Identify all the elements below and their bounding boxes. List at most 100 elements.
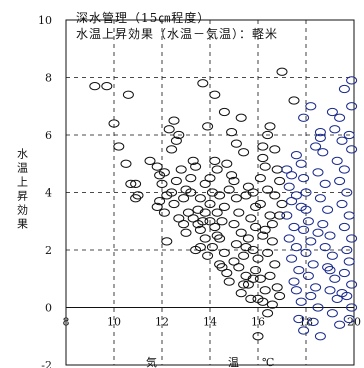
data-point-blue-12 xyxy=(293,314,305,324)
data-point-black-104 xyxy=(274,291,286,301)
data-point-blue-1 xyxy=(283,182,295,191)
y-tick-label-0: -2 xyxy=(41,359,52,368)
data-point-black-78 xyxy=(242,182,254,191)
data-point-black-25 xyxy=(178,194,190,203)
data-point-black-42 xyxy=(192,220,204,229)
data-point-blue-46 xyxy=(334,320,346,329)
data-point-black-28 xyxy=(178,220,190,229)
data-point-blue-50 xyxy=(331,156,343,165)
data-point-black-41 xyxy=(202,251,214,260)
data-point-black-45 xyxy=(204,174,216,183)
data-point-blue-44 xyxy=(331,294,343,303)
data-point-blue-29 xyxy=(314,332,326,341)
data-point-black-35 xyxy=(194,194,206,203)
data-point-black-131 xyxy=(228,257,240,266)
y-axis-label: 水温上昇効果 xyxy=(16,148,29,232)
data-point-black-94 xyxy=(257,153,269,163)
data-point-blue-69 xyxy=(346,76,358,85)
data-point-black-62 xyxy=(223,185,235,194)
data-point-blue-36 xyxy=(322,205,334,214)
data-point-blue-24 xyxy=(302,271,314,280)
data-point-black-64 xyxy=(221,159,233,168)
data-point-blue-34 xyxy=(319,179,331,188)
data-point-black-105 xyxy=(266,300,278,309)
data-point-black-136 xyxy=(211,231,223,240)
data-point-blue-66 xyxy=(343,130,355,140)
grid-lines xyxy=(66,20,354,365)
data-point-blue-16 xyxy=(298,174,310,183)
y-tick-label-1: 0 xyxy=(45,302,52,315)
data-point-blue-21 xyxy=(305,237,317,246)
x-tick-label-0: 8 xyxy=(63,316,70,329)
data-point-black-11 xyxy=(151,162,163,171)
data-point-blue-64 xyxy=(343,314,355,324)
data-point-blue-79 xyxy=(336,289,348,298)
data-point-blue-14 xyxy=(290,151,302,160)
data-point-black-110 xyxy=(271,165,283,174)
data-point-black-70 xyxy=(230,240,242,249)
data-point-black-19 xyxy=(163,125,175,134)
data-point-blue-0 xyxy=(281,165,293,174)
data-point-black-60 xyxy=(204,217,216,226)
data-point-black-4 xyxy=(113,142,125,151)
data-point-blue-68 xyxy=(338,84,350,94)
data-point-blue-67 xyxy=(346,102,358,111)
data-point-black-63 xyxy=(226,171,238,180)
data-point-blue-7 xyxy=(286,254,298,263)
data-point-black-120 xyxy=(197,79,209,88)
data-point-blue-63 xyxy=(346,303,358,312)
data-point-black-127 xyxy=(161,191,173,200)
data-point-black-15 xyxy=(158,208,170,217)
data-point-black-71 xyxy=(238,251,250,260)
data-point-black-76 xyxy=(245,294,257,303)
data-point-black-133 xyxy=(252,294,264,303)
data-point-black-9 xyxy=(130,194,142,203)
data-point-black-18 xyxy=(170,136,182,145)
data-point-black-16 xyxy=(161,237,173,246)
x-axis-label-part-1: 気 xyxy=(146,355,157,368)
data-point-black-115 xyxy=(276,67,288,76)
data-point-blue-9 xyxy=(288,277,300,286)
data-point-blue-65 xyxy=(346,145,358,154)
data-point-black-117 xyxy=(235,113,247,122)
data-point-blue-13 xyxy=(298,326,310,335)
data-point-blue-3 xyxy=(281,211,293,220)
data-point-black-83 xyxy=(242,234,254,243)
data-point-blue-53 xyxy=(341,188,353,197)
data-point-black-91 xyxy=(252,332,264,341)
data-point-black-116 xyxy=(288,96,300,105)
data-point-black-134 xyxy=(238,280,250,289)
data-point-black-129 xyxy=(190,245,202,255)
data-point-blue-74 xyxy=(286,171,298,180)
data-point-blue-56 xyxy=(338,222,350,232)
data-point-blue-37 xyxy=(317,220,329,229)
data-point-blue-52 xyxy=(334,176,346,186)
data-point-black-109 xyxy=(269,145,281,154)
data-point-black-3 xyxy=(108,119,120,128)
data-point-black-124 xyxy=(202,122,214,131)
data-point-black-31 xyxy=(185,174,197,183)
data-point-black-0 xyxy=(89,82,101,91)
data-point-black-114 xyxy=(274,211,286,220)
data-point-black-26 xyxy=(168,199,180,209)
data-point-black-23 xyxy=(175,165,187,174)
data-point-blue-23 xyxy=(307,260,319,269)
y-tick-label-3: 4 xyxy=(45,187,52,200)
x-tick-label-6: 20 xyxy=(347,316,361,329)
data-point-blue-57 xyxy=(346,234,358,243)
data-point-blue-5 xyxy=(283,234,295,243)
data-point-blue-61 xyxy=(346,280,358,289)
data-point-blue-42 xyxy=(329,274,341,283)
data-point-blue-32 xyxy=(317,148,329,157)
data-point-black-53 xyxy=(209,222,221,232)
x-axis-label-part-2: 温 xyxy=(228,356,239,368)
data-point-blue-11 xyxy=(295,297,307,306)
data-point-blue-55 xyxy=(343,211,355,220)
data-point-black-118 xyxy=(218,107,230,117)
data-point-blue-43 xyxy=(324,286,336,295)
data-point-blue-38 xyxy=(324,231,336,240)
data-point-black-103 xyxy=(271,283,283,292)
x-tick-label-3: 14 xyxy=(203,316,217,329)
data-point-blue-35 xyxy=(314,194,326,203)
data-point-black-43 xyxy=(187,214,199,223)
